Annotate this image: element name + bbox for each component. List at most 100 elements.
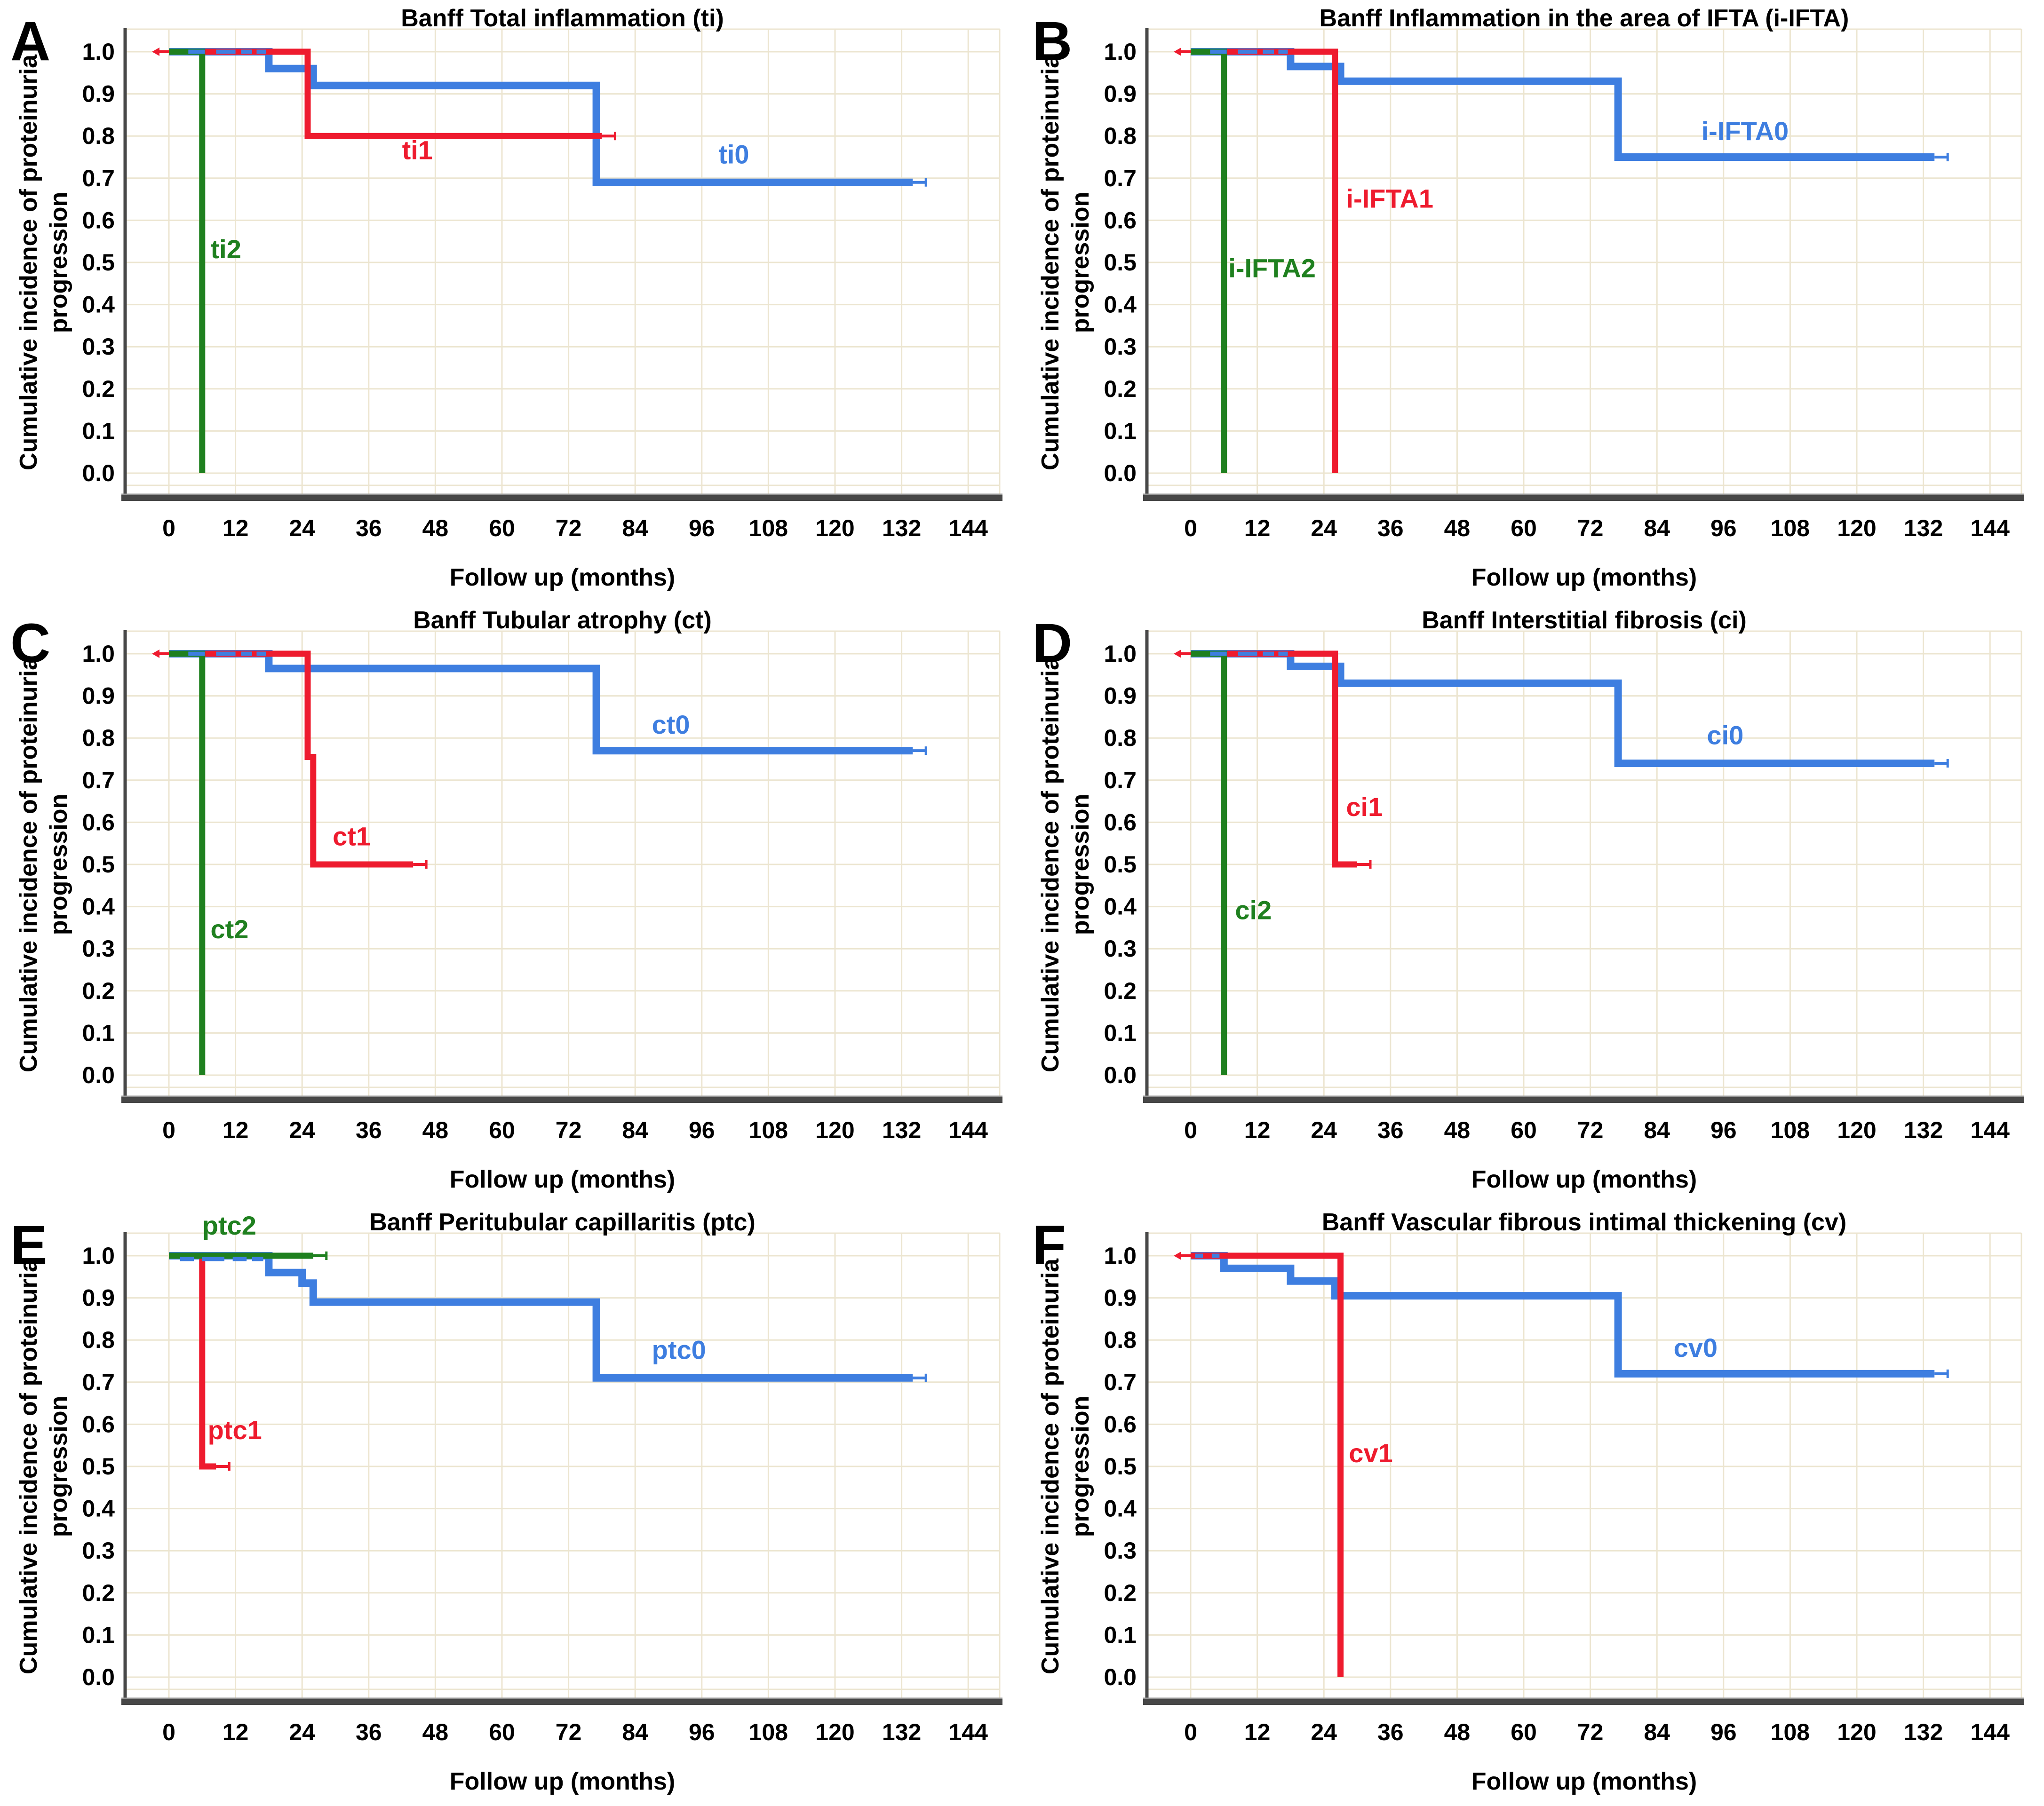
x-tick: 84 — [622, 515, 648, 541]
x-tick: 72 — [556, 1719, 582, 1745]
curve-label-ci2: ci2 — [1235, 895, 1272, 925]
panel-title: Banff Tubular atrophy (ct) — [413, 607, 712, 634]
x-tick: 72 — [556, 515, 582, 541]
panel-background — [1022, 602, 2044, 1204]
y-tick: 1.0 — [1104, 1243, 1137, 1269]
x-axis-label: Follow up (months) — [1471, 564, 1697, 591]
x-tick: 132 — [1904, 1117, 1943, 1143]
gridlines — [1147, 630, 2022, 1100]
y-tick: 1.0 — [1104, 641, 1137, 667]
x-tick: 84 — [1644, 515, 1670, 541]
x-tick: 96 — [689, 1117, 715, 1143]
y-tick: 1.0 — [1104, 39, 1137, 65]
y-tick: 0.5 — [82, 1453, 115, 1480]
panel-a: 0 12 24 36 48 60 72 84 96 108 120 132 144 1.0 0.9 0.8 0.… — [0, 0, 1022, 602]
curve-label-ct1: ct1 — [333, 822, 371, 851]
x-tick: 144 — [1970, 1719, 2010, 1745]
panel-background — [1022, 0, 2044, 602]
y-tick: 0.3 — [1104, 935, 1137, 962]
x-tick: 12 — [1244, 1719, 1271, 1745]
x-tick: 96 — [1710, 515, 1737, 541]
x-tick: 48 — [422, 1117, 449, 1143]
chart-a: 0 12 24 36 48 60 72 84 96 108 120 132 144 1.0 0.9 0.8 0.… — [0, 0, 1022, 602]
y-tick: 0.1 — [82, 1622, 115, 1648]
x-tick: 120 — [1837, 1719, 1876, 1745]
y-tick: 0.1 — [1104, 1020, 1137, 1046]
x-tick: 72 — [1577, 1719, 1604, 1745]
gridlines — [125, 1232, 1001, 1702]
curve-label-ci1: ci1 — [1346, 792, 1383, 822]
y-tick: 0.3 — [82, 333, 115, 360]
y-tick: 0.6 — [1104, 1411, 1137, 1437]
x-tick: 36 — [1377, 1117, 1404, 1143]
x-tick: 24 — [1311, 1117, 1337, 1143]
panel-letter: B — [1032, 10, 1072, 72]
x-axis-label: Follow up (months) — [450, 1166, 675, 1193]
y-tick: 0.6 — [82, 1411, 115, 1437]
y-tick: 0.3 — [1104, 1537, 1137, 1564]
x-tick: 132 — [882, 1719, 921, 1745]
x-tick: 0 — [162, 1719, 175, 1745]
y-tick: 0.2 — [1104, 376, 1137, 402]
y-tick: 0.7 — [82, 767, 115, 793]
y-tick: 0.2 — [1104, 978, 1137, 1004]
x-tick: 24 — [289, 1719, 315, 1745]
y-axis-label: progression — [45, 192, 72, 333]
panel-title: Banff Peritubular capillaritis (ptc) — [369, 1209, 756, 1236]
x-tick: 96 — [1710, 1117, 1737, 1143]
y-axis-label: Cumulative incidence of proteinuria — [1037, 1258, 1064, 1674]
start-arrow-i-IFTA1 — [1174, 48, 1181, 56]
x-tick: 12 — [223, 1719, 249, 1745]
x-tick: 24 — [1311, 515, 1337, 541]
x-tick: 60 — [1511, 1117, 1537, 1143]
y-tick: 0.9 — [1104, 683, 1137, 709]
y-tick: 0.4 — [82, 292, 115, 318]
y-axis-label: Cumulative incidence of proteinuria — [15, 656, 42, 1072]
panel-d: 0 12 24 36 48 60 72 84 96 108 120 132 144 1.0 0.9 0.8 0.… — [1022, 602, 2044, 1204]
y-axis-label: Cumulative incidence of proteinuria — [15, 1258, 42, 1674]
x-tick: 108 — [749, 515, 788, 541]
y-tick: 0.3 — [82, 1537, 115, 1564]
panel-letter: F — [1032, 1214, 1066, 1276]
x-tick: 48 — [1444, 515, 1471, 541]
y-tick: 0.2 — [82, 1580, 115, 1606]
y-tick: 0.5 — [82, 249, 115, 276]
x-tick: 144 — [1970, 1117, 2010, 1143]
y-tick: 0.7 — [82, 165, 115, 191]
x-tick: 24 — [289, 515, 315, 541]
panel-background — [1022, 1204, 2044, 1806]
x-tick: 84 — [1644, 1117, 1670, 1143]
y-tick: 0.9 — [1104, 1285, 1137, 1311]
y-tick: 0.2 — [1104, 1580, 1137, 1606]
panel-background — [0, 1204, 1022, 1806]
y-tick: 0.4 — [1104, 292, 1137, 318]
curve-cv0 — [1191, 1252, 1935, 1378]
y-tick: 0.0 — [82, 460, 115, 486]
x-tick: 120 — [815, 1719, 854, 1745]
x-tick: 108 — [1771, 1117, 1810, 1143]
y-tick: 0.6 — [82, 809, 115, 835]
chart-d: 0 12 24 36 48 60 72 84 96 108 120 132 144 1.0 0.9 0.8 0.… — [1022, 602, 2044, 1204]
x-axis-label: Follow up (months) — [450, 1768, 675, 1795]
x-tick: 24 — [289, 1117, 315, 1143]
x-tick: 36 — [1377, 515, 1404, 541]
chart-e: 0 12 24 36 48 60 72 84 96 108 120 132 144 1.0 0.9 0.8 0.… — [0, 1204, 1022, 1806]
panel-c: 0 12 24 36 48 60 72 84 96 108 120 132 144 1.0 0.9 0.8 0.… — [0, 602, 1022, 1204]
y-tick: 0.5 — [1104, 1453, 1137, 1480]
y-tick: 0.1 — [82, 418, 115, 444]
y-tick: 0.1 — [1104, 418, 1137, 444]
x-tick: 12 — [223, 515, 249, 541]
x-tick: 60 — [1511, 515, 1537, 541]
y-tick: 1.0 — [82, 1243, 115, 1269]
y-tick: 0.5 — [82, 851, 115, 878]
x-tick: 48 — [422, 1719, 449, 1745]
x-tick: 48 — [1444, 1117, 1471, 1143]
curve-label-ptc2: ptc2 — [202, 1211, 256, 1240]
x-tick: 108 — [749, 1117, 788, 1143]
y-tick: 0.6 — [1104, 207, 1137, 233]
x-tick: 132 — [1904, 1719, 1943, 1745]
y-tick: 0.8 — [1104, 1327, 1137, 1353]
x-tick: 0 — [1184, 1117, 1197, 1143]
y-tick: 0.8 — [82, 725, 115, 751]
